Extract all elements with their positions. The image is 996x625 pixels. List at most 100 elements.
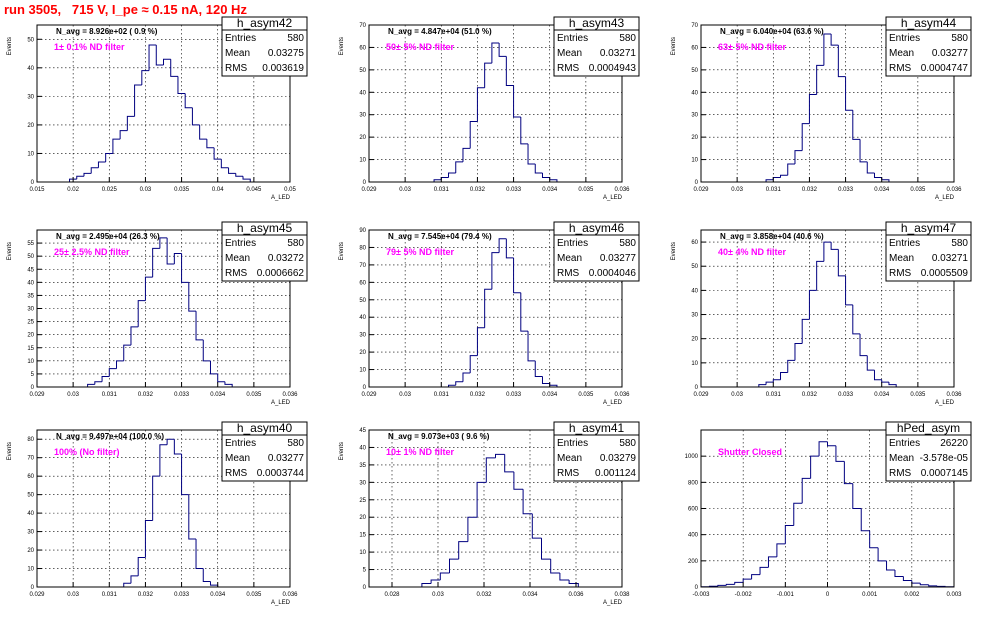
y-axis-title: Events [671, 242, 677, 260]
stat-label-entries: Entries [557, 438, 588, 449]
y-tick-label: 70 [359, 263, 366, 269]
histogram-bin [895, 570, 903, 577]
histogram-bin [550, 384, 557, 387]
histogram-bin [84, 173, 91, 176]
stat-value-rms: 0.0004943 [589, 63, 637, 74]
stat-label-entries: Entries [225, 438, 256, 449]
histogram-name: h_asym47 [901, 221, 957, 235]
y-tick-label: 0 [31, 585, 35, 591]
y-tick-label: 10 [27, 151, 34, 157]
x-axis-title: A_LED [935, 400, 955, 406]
histogram-bin [535, 164, 542, 173]
x-tick-label: 0.03 [140, 187, 152, 193]
histogram-bin [113, 139, 120, 153]
histogram-bin [470, 356, 477, 373]
stat-value-mean: -3.578e-05 [920, 453, 969, 464]
x-tick-label: 0.04 [212, 187, 224, 193]
x-tick-label: 0.034 [210, 392, 226, 398]
histogram-bin [882, 178, 889, 182]
histogram-bin [824, 34, 831, 65]
y-tick-label: 45 [27, 267, 34, 273]
x-tick-label: 0.033 [174, 592, 190, 598]
histogram-bin [831, 34, 838, 45]
filter-label: 79± 5% ND filter [386, 247, 454, 257]
x-tick-label: 0.05 [284, 187, 296, 193]
y-tick-label: 20 [27, 548, 34, 554]
histogram-name: h_asym43 [569, 16, 625, 30]
histogram-bin [167, 238, 174, 264]
y-tick-label: 50 [359, 68, 366, 74]
histogram-bin [449, 173, 456, 177]
x-tick-label: 0.015 [29, 187, 45, 193]
histogram-bin [861, 509, 869, 531]
x-tick-label: 0.03 [399, 187, 411, 193]
y-tick-label: 600 [688, 507, 699, 513]
y-tick-label: 50 [359, 298, 366, 304]
histogram-bin [889, 382, 896, 387]
histogram-bin [477, 328, 484, 356]
stat-label-rms: RMS [557, 268, 580, 279]
x-tick-label: 0.032 [476, 592, 492, 598]
stat-label-mean: Mean [889, 48, 914, 59]
histogram-bin [210, 361, 217, 374]
y-axis-title: Events [339, 242, 345, 260]
stat-value-rms: 0.0006662 [257, 268, 305, 279]
histogram-bin [514, 258, 521, 293]
x-tick-label: -0.003 [692, 592, 710, 598]
x-tick-label: 0.029 [29, 392, 45, 398]
y-axis-title: Events [339, 37, 345, 55]
histogram-bin [795, 344, 802, 361]
stat-value-entries: 26220 [940, 438, 968, 449]
stat-value-entries: 580 [287, 33, 304, 44]
histogram-name: h_asym46 [569, 221, 625, 235]
histogram-bin [440, 573, 449, 580]
histogram-bin [811, 456, 819, 478]
histogram-bin [182, 254, 189, 283]
histogram-bin [551, 559, 560, 573]
y-axis-title: Events [7, 442, 13, 460]
histogram-bin [505, 454, 514, 471]
navg-annotation: N_avg = 4.847e+04 (51.0 %) [388, 27, 492, 36]
histogram-bin [920, 583, 928, 585]
x-tick-label: 0.031 [766, 187, 782, 193]
histogram-bin [120, 131, 127, 140]
histogram-bin [860, 334, 867, 356]
histogram-bin [817, 261, 824, 290]
x-tick-label: 0.034 [542, 392, 558, 398]
stat-label-rms: RMS [557, 468, 580, 479]
y-tick-label: 30 [27, 530, 34, 536]
stat-label-entries: Entries [889, 238, 920, 249]
histogram-bin [225, 382, 232, 387]
histogram-bin [937, 586, 945, 587]
x-tick-label: 0.032 [470, 392, 486, 398]
x-tick-label: 0.035 [578, 187, 594, 193]
navg-annotation: N_avg = 2.495e+04 (26.3 %) [56, 232, 160, 241]
histogram-bin [853, 484, 861, 509]
histogram-bin [463, 373, 470, 382]
stat-value-entries: 580 [619, 238, 636, 249]
stat-value-rms: 0.0007145 [921, 468, 969, 479]
histogram-bin [795, 151, 802, 164]
histogram-bin [929, 585, 937, 586]
x-tick-label: 0.036 [282, 592, 298, 598]
y-tick-label: 70 [359, 23, 366, 29]
stat-value-rms: 0.0003744 [257, 468, 305, 479]
y-tick-label: 70 [691, 23, 698, 29]
stat-value-rms: 0.0004046 [589, 268, 637, 279]
histogram-bin [882, 380, 889, 382]
y-axis-title: Events [7, 242, 13, 260]
histogram-bin [210, 581, 217, 587]
x-tick-label: 0.033 [838, 392, 854, 398]
y-tick-label: 0 [31, 385, 35, 391]
stat-label-mean: Mean [557, 48, 582, 59]
x-tick-label: 0.036 [568, 592, 584, 598]
histogram-bin [492, 43, 499, 63]
stat-value-mean: 0.03279 [600, 453, 637, 464]
